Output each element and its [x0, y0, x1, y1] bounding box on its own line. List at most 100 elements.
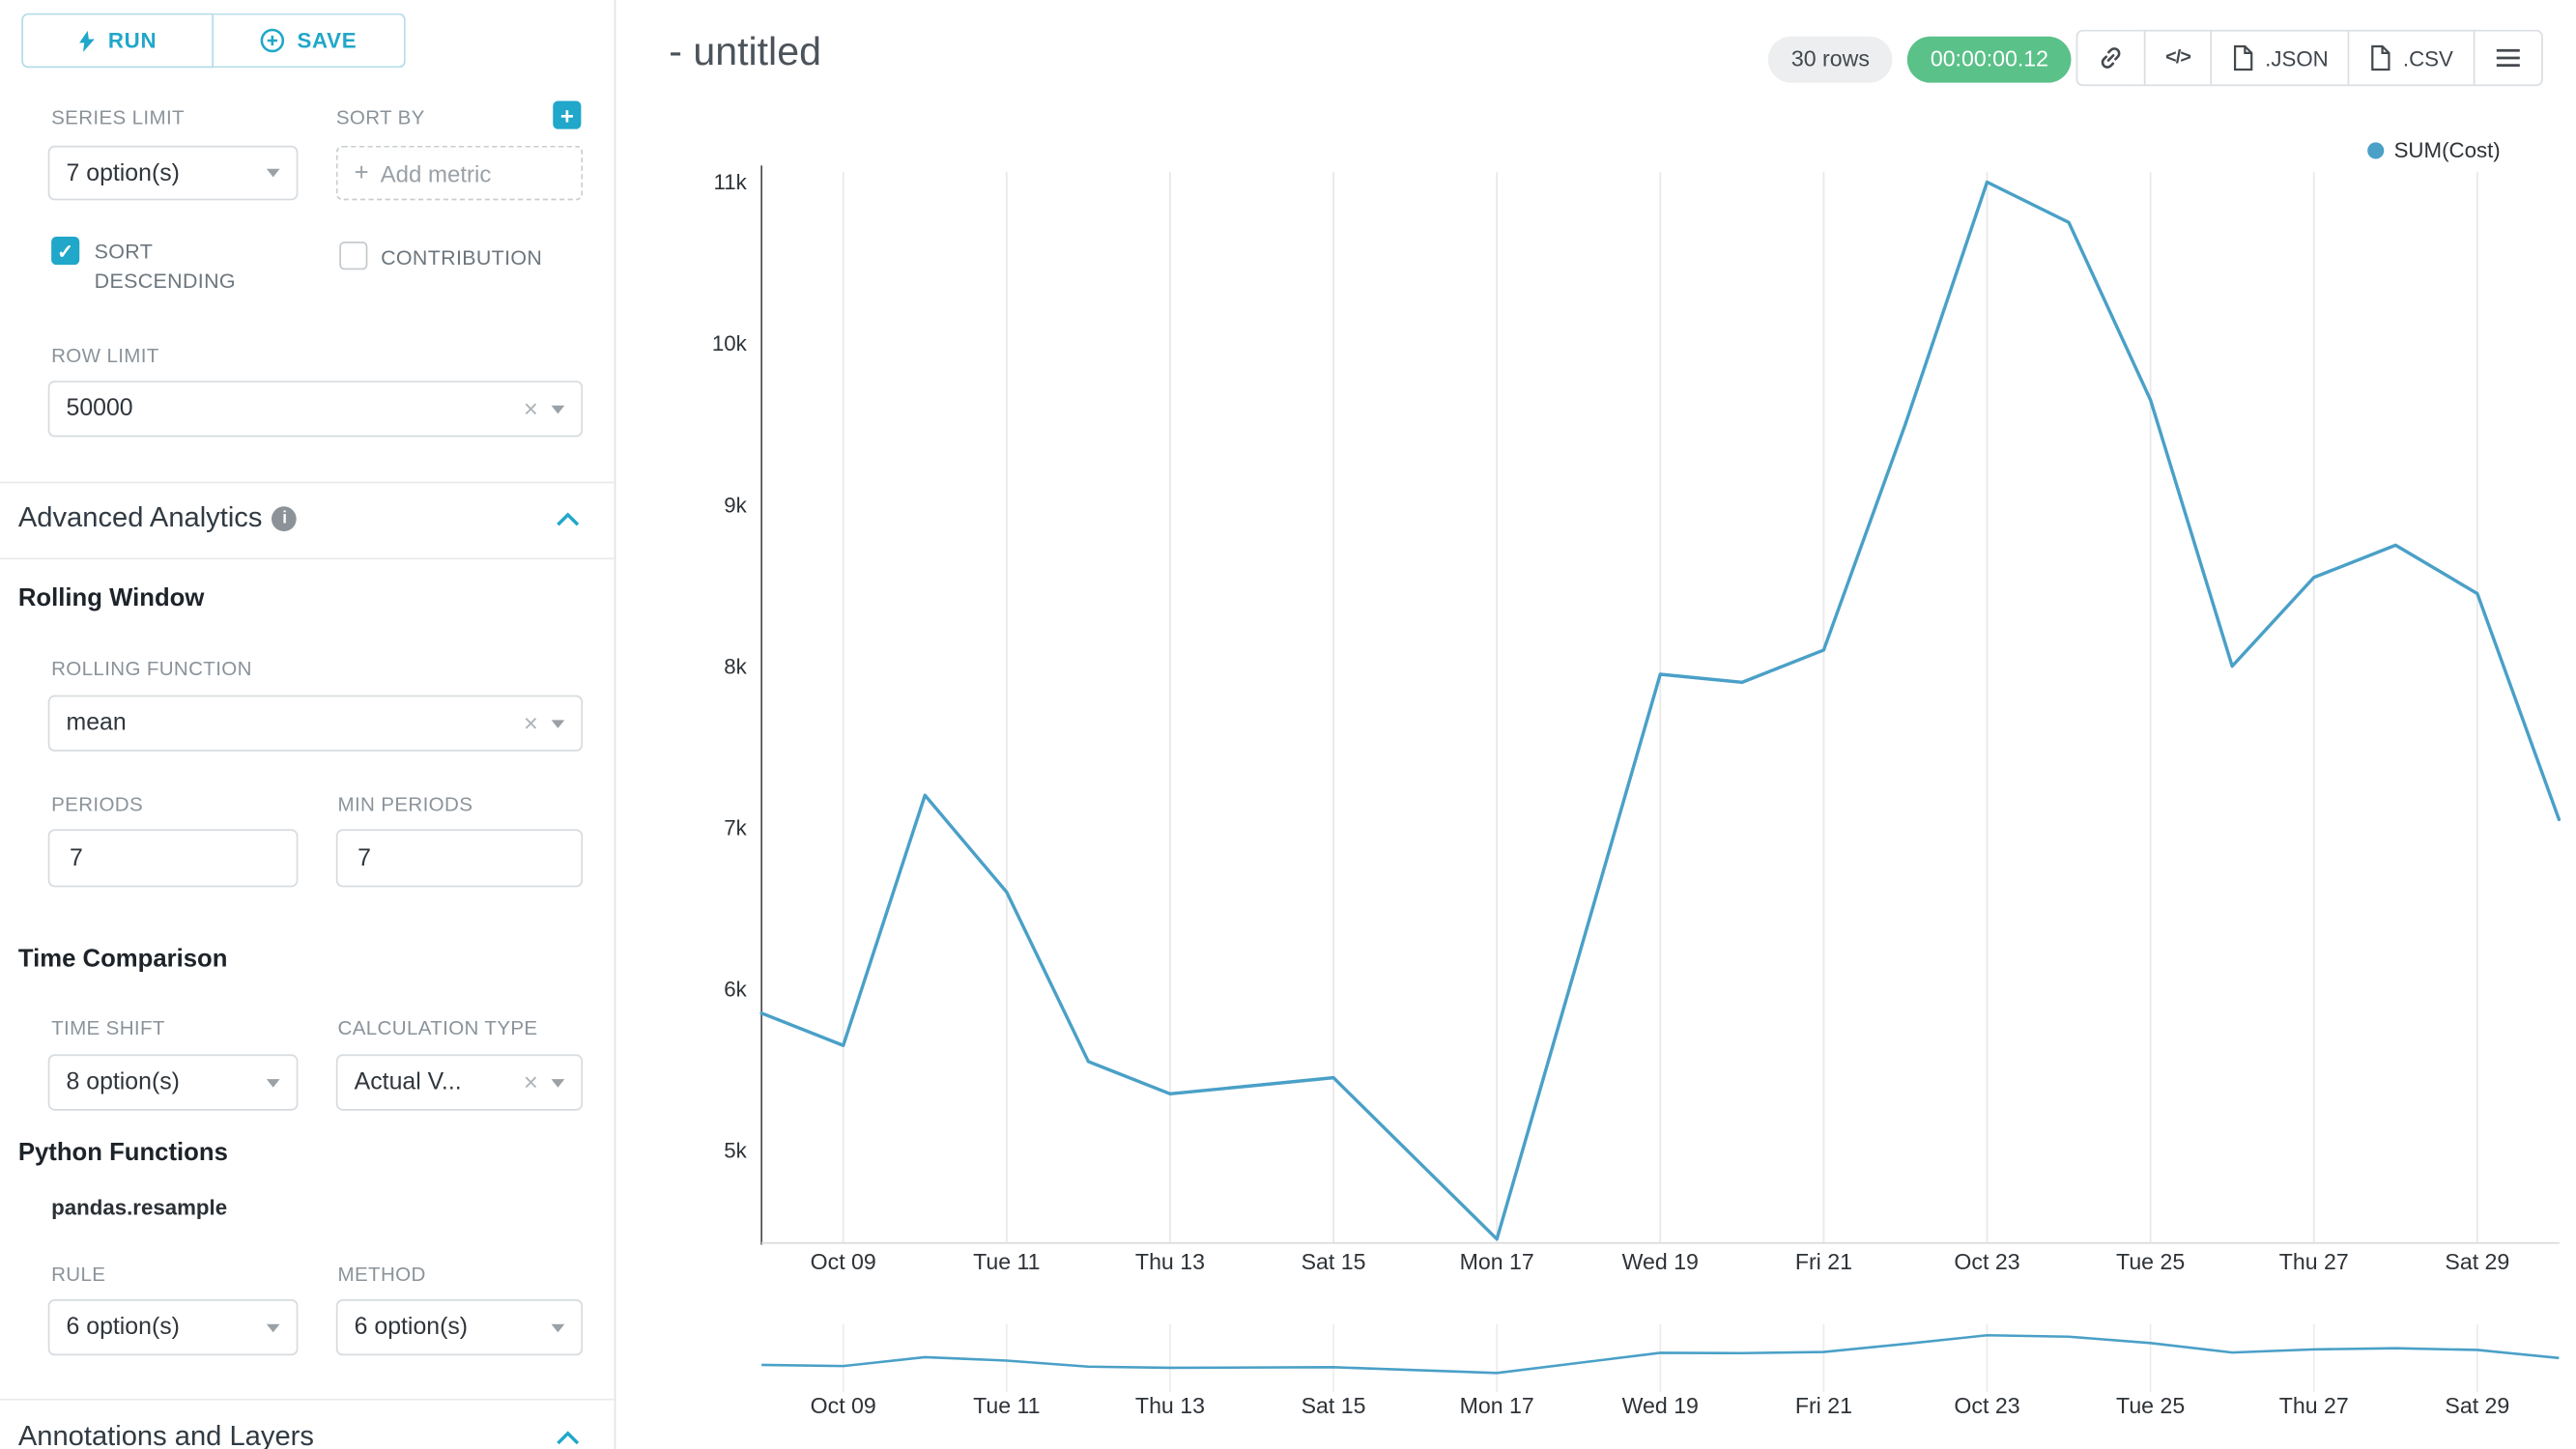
sort-descending-checkbox[interactable]: ✓ [51, 237, 80, 266]
sort-descending-label: SORT DESCENDING [94, 240, 236, 294]
sort-by-add-metric[interactable]: + Add metric [335, 145, 584, 201]
json-file-icon [2234, 44, 2253, 71]
plus-circle-icon [261, 28, 285, 53]
series-line[interactable] [759, 180, 2562, 1241]
rolling-function-select[interactable]: mean × [47, 695, 584, 752]
save-button-label: SAVE [297, 28, 358, 53]
series-limit-select[interactable]: 7 option(s) [47, 145, 299, 201]
mini-x-tick-label: Thu 13 [1135, 1393, 1205, 1418]
plus-icon: + [354, 158, 369, 187]
min-periods-input[interactable]: 7 [335, 829, 584, 888]
mini-x-tick-label: Tue 25 [2116, 1393, 2185, 1418]
periods-input[interactable]: 7 [47, 829, 299, 888]
add-metric-placeholder: Add metric [380, 159, 492, 186]
rule-value: 6 option(s) [66, 1314, 180, 1341]
series-limit-value: 7 option(s) [66, 159, 180, 186]
clear-icon[interactable]: × [523, 709, 538, 738]
y-tick-label: 9k [724, 493, 747, 517]
min-periods-label: MIN PERIODS [337, 792, 473, 816]
annotations-title: Annotations and Layers [17, 1420, 314, 1449]
chevron-up-icon[interactable] [557, 1430, 580, 1446]
sort-by-label: SORT BY [335, 105, 425, 129]
export-button-group: </> .JSON .CSV [2075, 29, 2543, 87]
y-tick-label: 11k [713, 170, 747, 194]
save-button[interactable]: SAVE [214, 13, 406, 69]
code-icon: </> [2165, 47, 2191, 69]
run-save-button-group: RUN SAVE [21, 13, 406, 69]
rule-select[interactable]: 6 option(s) [47, 1299, 299, 1356]
more-options-button[interactable] [2473, 29, 2543, 87]
rolling-function-value: mean [66, 710, 127, 737]
contribution-label: CONTRIBUTION [381, 246, 543, 270]
x-tick-label: Tue 11 [973, 1249, 1040, 1274]
clear-icon[interactable]: × [523, 394, 538, 423]
row-count-badge: 30 rows [1767, 36, 1893, 83]
time-shift-label: TIME SHIFT [51, 1016, 165, 1040]
time-shift-value: 8 option(s) [66, 1068, 180, 1096]
y-tick-label: 5k [724, 1139, 747, 1163]
add-sort-metric-button[interactable]: + [553, 100, 582, 129]
rolling-window-title: Rolling Window [17, 583, 205, 612]
info-icon[interactable]: i [272, 505, 298, 531]
section-divider [0, 1398, 615, 1401]
clear-icon[interactable]: × [523, 1067, 538, 1097]
y-tick-label: 10k [712, 331, 748, 355]
mini-x-tick-label: Wed 19 [1622, 1393, 1699, 1418]
annotations-header[interactable]: Annotations and Layers [18, 1420, 314, 1449]
chevron-down-icon [551, 404, 565, 413]
x-tick-label: Mon 17 [1460, 1249, 1534, 1274]
row-limit-select[interactable]: 50000 × [47, 381, 584, 438]
query-timer-badge: 00:00:00.12 [1906, 36, 2073, 83]
pandas-resample-label: pandas.resample [51, 1195, 228, 1220]
series-limit-label: SERIES LIMIT [51, 105, 185, 129]
chevron-down-icon [266, 1322, 280, 1332]
csv-file-icon [2371, 44, 2391, 71]
chart-legend[interactable]: SUM(Cost) [2367, 137, 2501, 162]
lightning-icon [79, 29, 96, 51]
chart-title[interactable]: - untitled [669, 29, 821, 75]
time-comparison-title: Time Comparison [17, 945, 228, 974]
rule-label: RULE [51, 1263, 106, 1287]
time-shift-select[interactable]: 8 option(s) [47, 1054, 299, 1111]
export-json-button[interactable]: .JSON [2210, 29, 2351, 87]
x-tick-label: Oct 09 [811, 1249, 876, 1274]
chevron-down-icon [266, 1078, 280, 1087]
calculation-type-select[interactable]: Actual V... × [335, 1054, 584, 1111]
chevron-down-icon [266, 168, 280, 178]
section-divider [0, 481, 615, 484]
periods-label: PERIODS [51, 792, 144, 816]
chevron-up-icon[interactable] [557, 511, 580, 527]
chevron-down-icon [551, 1078, 565, 1087]
control-panel: RUN SAVE SERIES LIMIT SORT BY + 7 option… [0, 0, 616, 1449]
mini-series-line[interactable] [761, 1333, 2560, 1375]
contribution-checkbox[interactable]: ✓ [339, 242, 368, 270]
advanced-analytics-header[interactable]: Advanced Analytics i [18, 501, 298, 534]
export-csv-button[interactable]: .CSV [2348, 29, 2476, 87]
rolling-function-label: ROLLING FUNCTION [51, 657, 252, 681]
mini-x-tick-label: Sat 29 [2445, 1393, 2509, 1418]
method-select[interactable]: 6 option(s) [335, 1299, 584, 1356]
x-tick-label: Oct 23 [1954, 1249, 2019, 1274]
legend-label: SUM(Cost) [2393, 137, 2501, 162]
x-tick-label: Sat 29 [2445, 1249, 2509, 1274]
menu-icon [2496, 48, 2520, 68]
row-limit-value: 50000 [66, 395, 133, 422]
mini-x-tick-label: Sat 15 [1302, 1393, 1366, 1418]
check-icon: ✓ [57, 239, 74, 263]
row-limit-label: ROW LIMIT [51, 344, 159, 368]
embed-code-button[interactable]: </> [2143, 29, 2213, 87]
method-label: METHOD [337, 1263, 426, 1287]
plus-icon: + [559, 101, 574, 128]
mini-x-tick-label: Tue 11 [973, 1393, 1040, 1418]
copy-link-button[interactable] [2075, 29, 2146, 87]
python-functions-title: Python Functions [17, 1138, 228, 1167]
export-json-label: .JSON [2265, 45, 2329, 71]
chevron-down-icon [551, 1322, 565, 1332]
chevron-down-icon [551, 719, 565, 728]
x-tick-label: Wed 19 [1622, 1249, 1699, 1274]
link-icon [2101, 47, 2121, 69]
run-button[interactable]: RUN [21, 13, 215, 69]
periods-value: 7 [69, 844, 83, 872]
mini-x-tick-label: Oct 23 [1954, 1393, 2019, 1418]
